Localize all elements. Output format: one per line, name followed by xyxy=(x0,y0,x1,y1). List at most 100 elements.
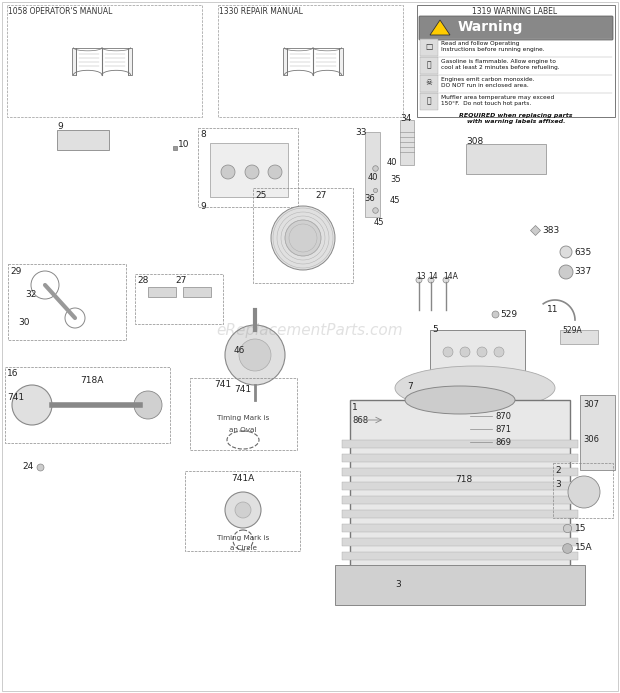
Text: 33: 33 xyxy=(355,128,366,137)
Text: 307: 307 xyxy=(583,400,599,409)
Circle shape xyxy=(225,492,261,528)
Text: 1330 REPAIR MANUAL: 1330 REPAIR MANUAL xyxy=(219,7,303,16)
Text: Read and follow Operating
Instructions before running engine.: Read and follow Operating Instructions b… xyxy=(441,41,544,52)
Bar xyxy=(253,188,353,283)
Text: ☠: ☠ xyxy=(425,78,432,87)
Bar xyxy=(342,524,578,532)
Bar xyxy=(57,130,109,150)
Text: 871: 871 xyxy=(495,425,511,434)
Bar xyxy=(420,57,438,74)
Text: 15: 15 xyxy=(575,524,587,533)
Bar xyxy=(420,39,438,56)
Text: eReplacementParts.com: eReplacementParts.com xyxy=(216,322,404,337)
Text: 9: 9 xyxy=(57,122,63,131)
Bar xyxy=(466,144,546,174)
Bar xyxy=(342,496,578,504)
Ellipse shape xyxy=(405,386,515,414)
Bar xyxy=(148,287,176,297)
Circle shape xyxy=(460,347,470,357)
Text: 11: 11 xyxy=(547,305,559,314)
Text: 870: 870 xyxy=(495,412,511,421)
Text: 529: 529 xyxy=(500,310,517,319)
Circle shape xyxy=(239,339,271,371)
Circle shape xyxy=(477,347,487,357)
Bar xyxy=(342,440,578,448)
Bar xyxy=(342,538,578,546)
Bar xyxy=(185,471,300,551)
Text: a Circle: a Circle xyxy=(229,545,257,551)
Bar xyxy=(342,454,578,462)
Text: 🌡: 🌡 xyxy=(427,96,432,105)
Text: 337: 337 xyxy=(574,267,591,276)
Text: an Oval: an Oval xyxy=(229,427,257,433)
Text: 28: 28 xyxy=(137,276,148,285)
Text: Engines emit carbon monoxide.
DO NOT run in enclosed area.: Engines emit carbon monoxide. DO NOT run… xyxy=(441,77,534,88)
Bar xyxy=(210,143,288,197)
Text: 3: 3 xyxy=(395,580,401,589)
Polygon shape xyxy=(128,48,132,75)
Text: 34: 34 xyxy=(400,114,412,123)
Circle shape xyxy=(268,165,282,179)
Text: Timing Mark is: Timing Mark is xyxy=(217,535,269,541)
Bar xyxy=(417,5,615,117)
Text: 1: 1 xyxy=(352,403,358,412)
Polygon shape xyxy=(430,20,450,35)
Text: 7: 7 xyxy=(407,382,413,391)
Bar xyxy=(5,367,170,443)
Circle shape xyxy=(443,347,453,357)
Bar xyxy=(342,482,578,490)
Circle shape xyxy=(225,325,285,385)
Circle shape xyxy=(12,385,52,425)
Text: 10: 10 xyxy=(178,140,190,149)
Text: 741A: 741A xyxy=(231,474,255,483)
Circle shape xyxy=(416,277,422,283)
Text: 27: 27 xyxy=(315,191,326,200)
Text: 741: 741 xyxy=(214,380,231,389)
Text: REQUIRED when replacing parts
with warning labels affixed.: REQUIRED when replacing parts with warni… xyxy=(459,113,573,124)
Text: 46: 46 xyxy=(234,346,246,355)
Bar xyxy=(553,463,613,518)
Circle shape xyxy=(443,277,449,283)
Text: 9: 9 xyxy=(200,202,206,211)
Text: 3: 3 xyxy=(555,480,560,489)
Text: 🔥: 🔥 xyxy=(427,60,432,69)
Text: 40: 40 xyxy=(387,158,397,167)
Bar xyxy=(135,274,223,324)
Text: 40: 40 xyxy=(368,173,378,182)
Circle shape xyxy=(221,165,235,179)
Text: 27: 27 xyxy=(175,276,187,285)
Text: 741: 741 xyxy=(234,385,252,394)
Bar xyxy=(190,378,297,450)
Text: 45: 45 xyxy=(390,196,401,205)
Text: 13: 13 xyxy=(416,272,425,281)
Circle shape xyxy=(235,502,251,518)
Bar xyxy=(342,468,578,476)
Circle shape xyxy=(245,165,259,179)
Bar xyxy=(183,287,211,297)
Text: 868: 868 xyxy=(352,416,368,425)
Circle shape xyxy=(559,265,573,279)
Circle shape xyxy=(568,476,600,508)
Bar xyxy=(400,120,414,165)
Text: 29: 29 xyxy=(10,267,21,276)
Polygon shape xyxy=(283,48,287,75)
Bar xyxy=(335,565,585,605)
Text: 36: 36 xyxy=(364,194,374,203)
Text: 14A: 14A xyxy=(443,272,458,281)
Text: 2: 2 xyxy=(555,466,560,475)
Text: 308: 308 xyxy=(466,137,483,146)
Text: Timing Mark is: Timing Mark is xyxy=(217,415,269,421)
Text: 15A: 15A xyxy=(575,543,593,552)
Polygon shape xyxy=(72,48,76,75)
Text: Gasoline is flammable. Allow engine to
cool at least 2 minutes before refueling.: Gasoline is flammable. Allow engine to c… xyxy=(441,59,560,70)
Text: 25: 25 xyxy=(255,191,267,200)
Bar xyxy=(8,264,126,340)
Circle shape xyxy=(271,206,335,270)
Circle shape xyxy=(285,220,321,256)
Text: 718: 718 xyxy=(455,475,472,484)
Circle shape xyxy=(428,277,434,283)
Text: Warning: Warning xyxy=(458,20,523,34)
Text: 741: 741 xyxy=(7,393,24,402)
Text: 16: 16 xyxy=(7,369,19,378)
Bar xyxy=(420,93,438,110)
